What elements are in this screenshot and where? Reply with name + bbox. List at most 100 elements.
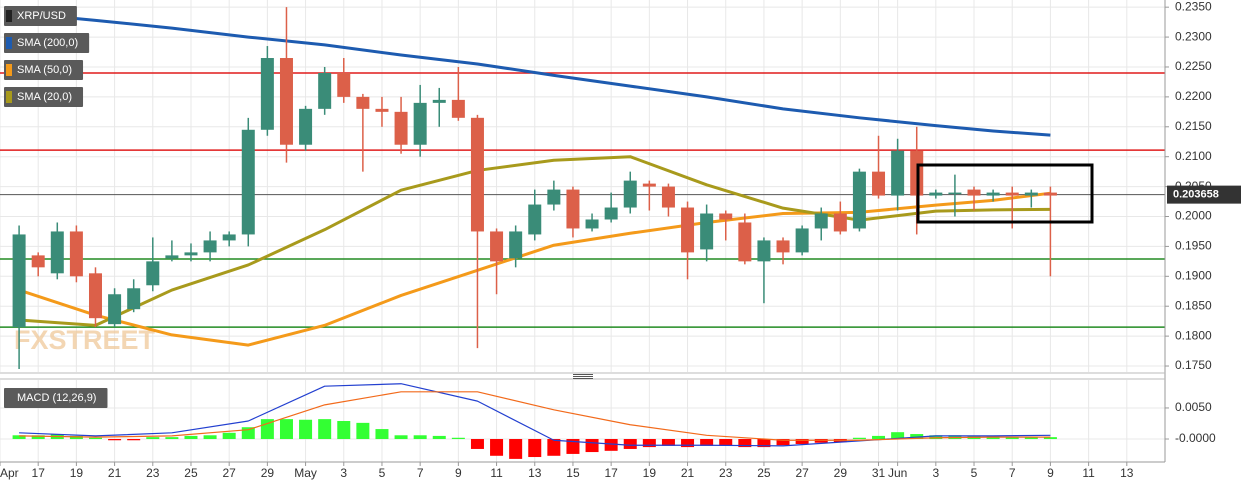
histogram-bar (509, 439, 523, 459)
candle-body (356, 96, 370, 109)
histogram-bar (451, 437, 465, 440)
line (19, 383, 1051, 447)
x-tick-label: 3 (932, 466, 939, 480)
candle-body (872, 171, 886, 196)
legend-box (4, 6, 77, 26)
candle-body (222, 234, 236, 241)
legend-swatch (6, 64, 12, 76)
candle-body (604, 207, 618, 220)
candle-body (681, 207, 695, 253)
legend-box (4, 60, 84, 80)
candle-body (623, 180, 637, 208)
candle-body (50, 231, 64, 274)
histogram-bar (547, 439, 561, 456)
candle-body (470, 117, 484, 232)
y-tick-label: 0.0050 (1175, 400, 1212, 414)
histogram-bar (88, 437, 102, 440)
candle-body (1043, 192, 1057, 196)
histogram-bar (738, 439, 752, 448)
histogram-bar (852, 437, 866, 440)
x-tick-label: 5 (971, 466, 978, 480)
candle-body (795, 228, 809, 253)
histogram-bar (203, 435, 217, 440)
histogram-bar (1043, 437, 1057, 440)
x-tick-label: 23 (146, 466, 160, 480)
x-tick-label: 11 (490, 466, 503, 480)
histogram-bar (604, 439, 618, 451)
marks (0, 7, 1165, 459)
candle-body (700, 213, 714, 250)
x-tick-label: 11 (1082, 466, 1095, 480)
y-tick-label: 0.1800 (1175, 328, 1212, 342)
legend-swatch (6, 10, 12, 22)
histogram-bar (279, 419, 293, 440)
candle-body (719, 213, 733, 220)
legend-swatch (6, 37, 12, 49)
histogram-bar (318, 419, 332, 440)
candle-body (852, 171, 866, 229)
candle-body (967, 189, 981, 196)
histogram-bar (146, 437, 160, 440)
x-tick-label: 21 (681, 466, 695, 480)
x-tick-label: 31 (872, 466, 886, 480)
histogram-bar (585, 439, 599, 453)
histogram-bar (929, 435, 943, 440)
x-tick-label: 29 (834, 466, 848, 480)
histogram-bar (795, 439, 809, 444)
candle-body (642, 183, 656, 187)
legend-swatch (6, 91, 12, 103)
y-tick-label: 0.2000 (1175, 209, 1212, 223)
y-tick-label: 0.2250 (1175, 59, 1212, 73)
histogram-bar (184, 435, 198, 440)
legend-label: SMA (20,0) (17, 91, 72, 103)
legend-label: MACD (12,26,9) (17, 392, 96, 404)
y-tick-label: 0.1850 (1175, 298, 1212, 312)
candle-body (184, 252, 198, 256)
candle-body (833, 213, 847, 232)
histogram-bar (69, 435, 83, 440)
candle-body (88, 273, 102, 319)
y-tick-label: 0.1750 (1175, 358, 1212, 372)
candle-body (165, 255, 179, 259)
y-tick-label: 0.2350 (1175, 0, 1212, 13)
histogram-bar (776, 439, 790, 446)
histogram-bar (394, 435, 408, 440)
x-tick-label: 27 (223, 466, 237, 480)
histogram-bar (432, 435, 446, 440)
x-tick-label: 21 (108, 466, 122, 480)
y-tick-label: 0.2100 (1175, 149, 1212, 163)
histogram-bar (757, 439, 771, 448)
x-tick-label: Jun (888, 466, 907, 480)
candle-body (776, 240, 790, 253)
x-tick-label: 9 (1047, 466, 1054, 480)
line (18, 11, 1051, 137)
candle-body (566, 189, 580, 229)
histogram-bar (1024, 437, 1038, 440)
histogram-bar (12, 435, 26, 440)
y-tick-label: 0.2300 (1175, 29, 1212, 43)
histogram-bar (222, 432, 236, 440)
histogram-bar (413, 435, 427, 440)
x-tick-label: 29 (261, 466, 275, 480)
candle-body (146, 261, 160, 286)
histogram-bar (165, 437, 179, 440)
candle-body (547, 189, 561, 205)
x-tick-label: 23 (719, 466, 733, 480)
x-tick-label: Apr (0, 466, 19, 480)
legend-box (4, 33, 90, 53)
y-tick-label: -0.0000 (1175, 431, 1216, 445)
highlight-box (916, 163, 1094, 224)
x-tick-label: 19 (643, 466, 657, 480)
histogram-bar (814, 439, 828, 443)
candle-body (814, 213, 828, 229)
resize-grip[interactable] (573, 374, 593, 379)
histogram-bar (872, 435, 886, 440)
candle-body (108, 294, 122, 325)
y-tick-label: 0.1950 (1175, 239, 1212, 253)
x-tick-label: 9 (455, 466, 462, 480)
candle-body (490, 231, 504, 262)
candle-body (929, 192, 943, 196)
